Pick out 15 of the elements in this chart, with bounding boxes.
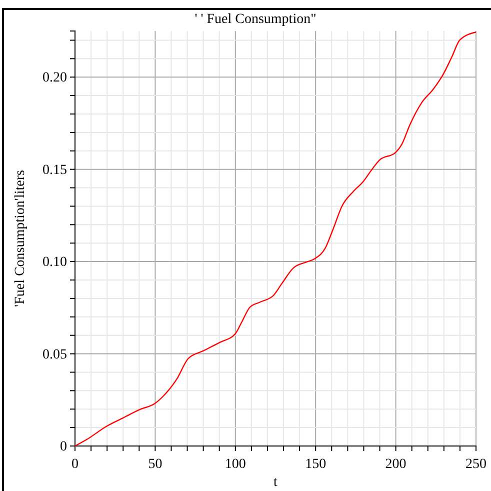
y-axis-title: 'Fuel Consumption'liters	[13, 170, 28, 307]
x-tick-label: 50	[148, 457, 162, 472]
line-series	[74, 32, 477, 447]
x-tick-label: 250	[466, 457, 486, 472]
x-tick-label: 200	[385, 457, 406, 472]
x-tick-label: 150	[305, 457, 326, 472]
x-tick-label: 100	[224, 457, 246, 472]
y-tick-label: 0.05	[42, 347, 67, 362]
chart-title: ' ' Fuel Consumption"	[194, 12, 316, 27]
y-tick-label: 0.20	[42, 70, 67, 86]
x-axis-title: t	[274, 475, 278, 490]
y-tick-label: 0.15	[42, 162, 67, 178]
y-tick-label: 0	[60, 439, 67, 454]
x-tick-label: 0	[72, 457, 78, 472]
y-tick-label: 0.10	[42, 255, 67, 270]
